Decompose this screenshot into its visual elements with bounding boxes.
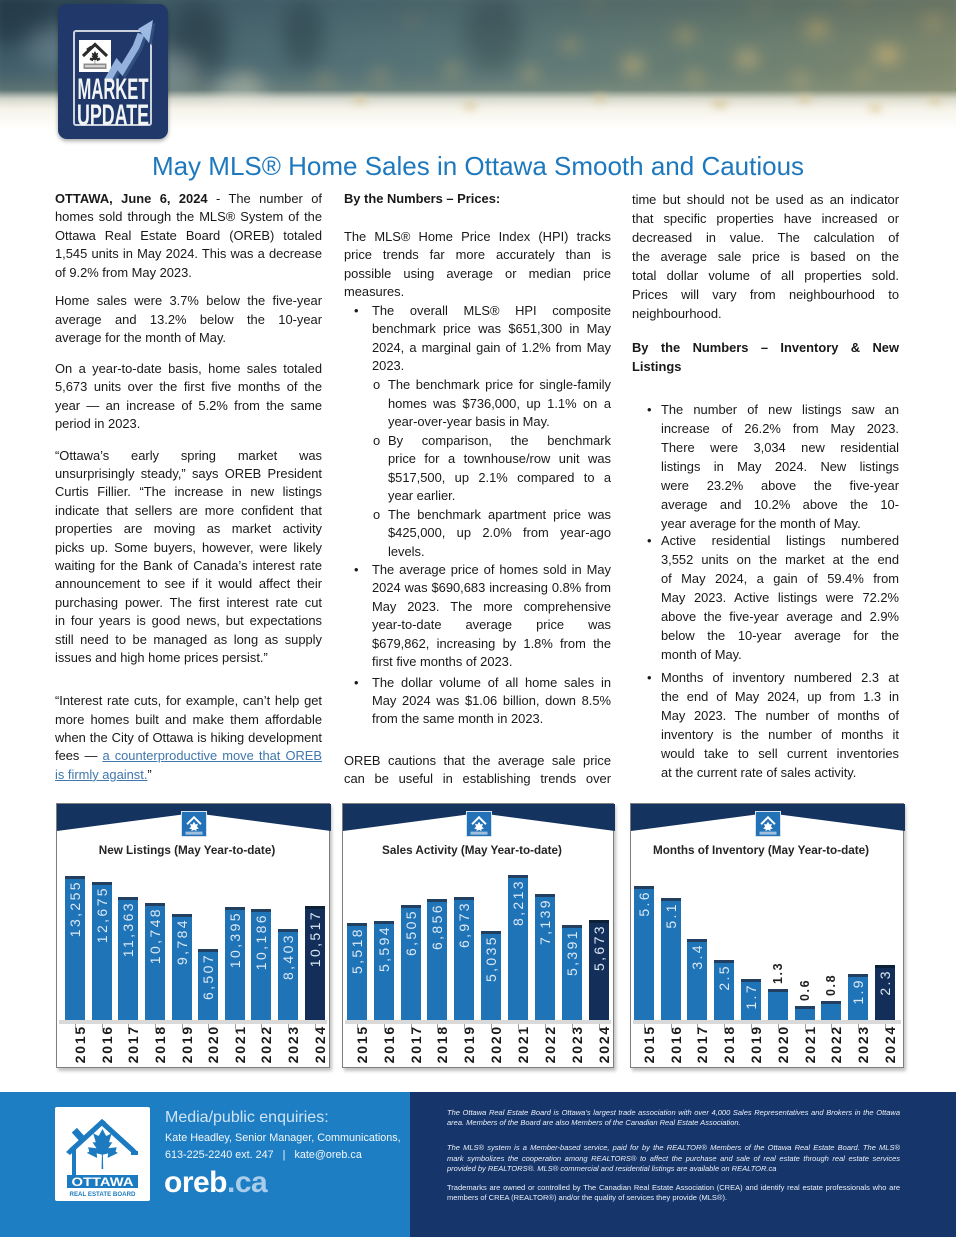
svg-text:OTTAWA: OTTAWA <box>72 1175 134 1189</box>
svg-text:REAL ESTATE BOARD: REAL ESTATE BOARD <box>70 1192 137 1198</box>
svg-text:MARKET: MARKET <box>78 73 149 106</box>
svg-text:UPDATE: UPDATE <box>77 99 149 132</box>
